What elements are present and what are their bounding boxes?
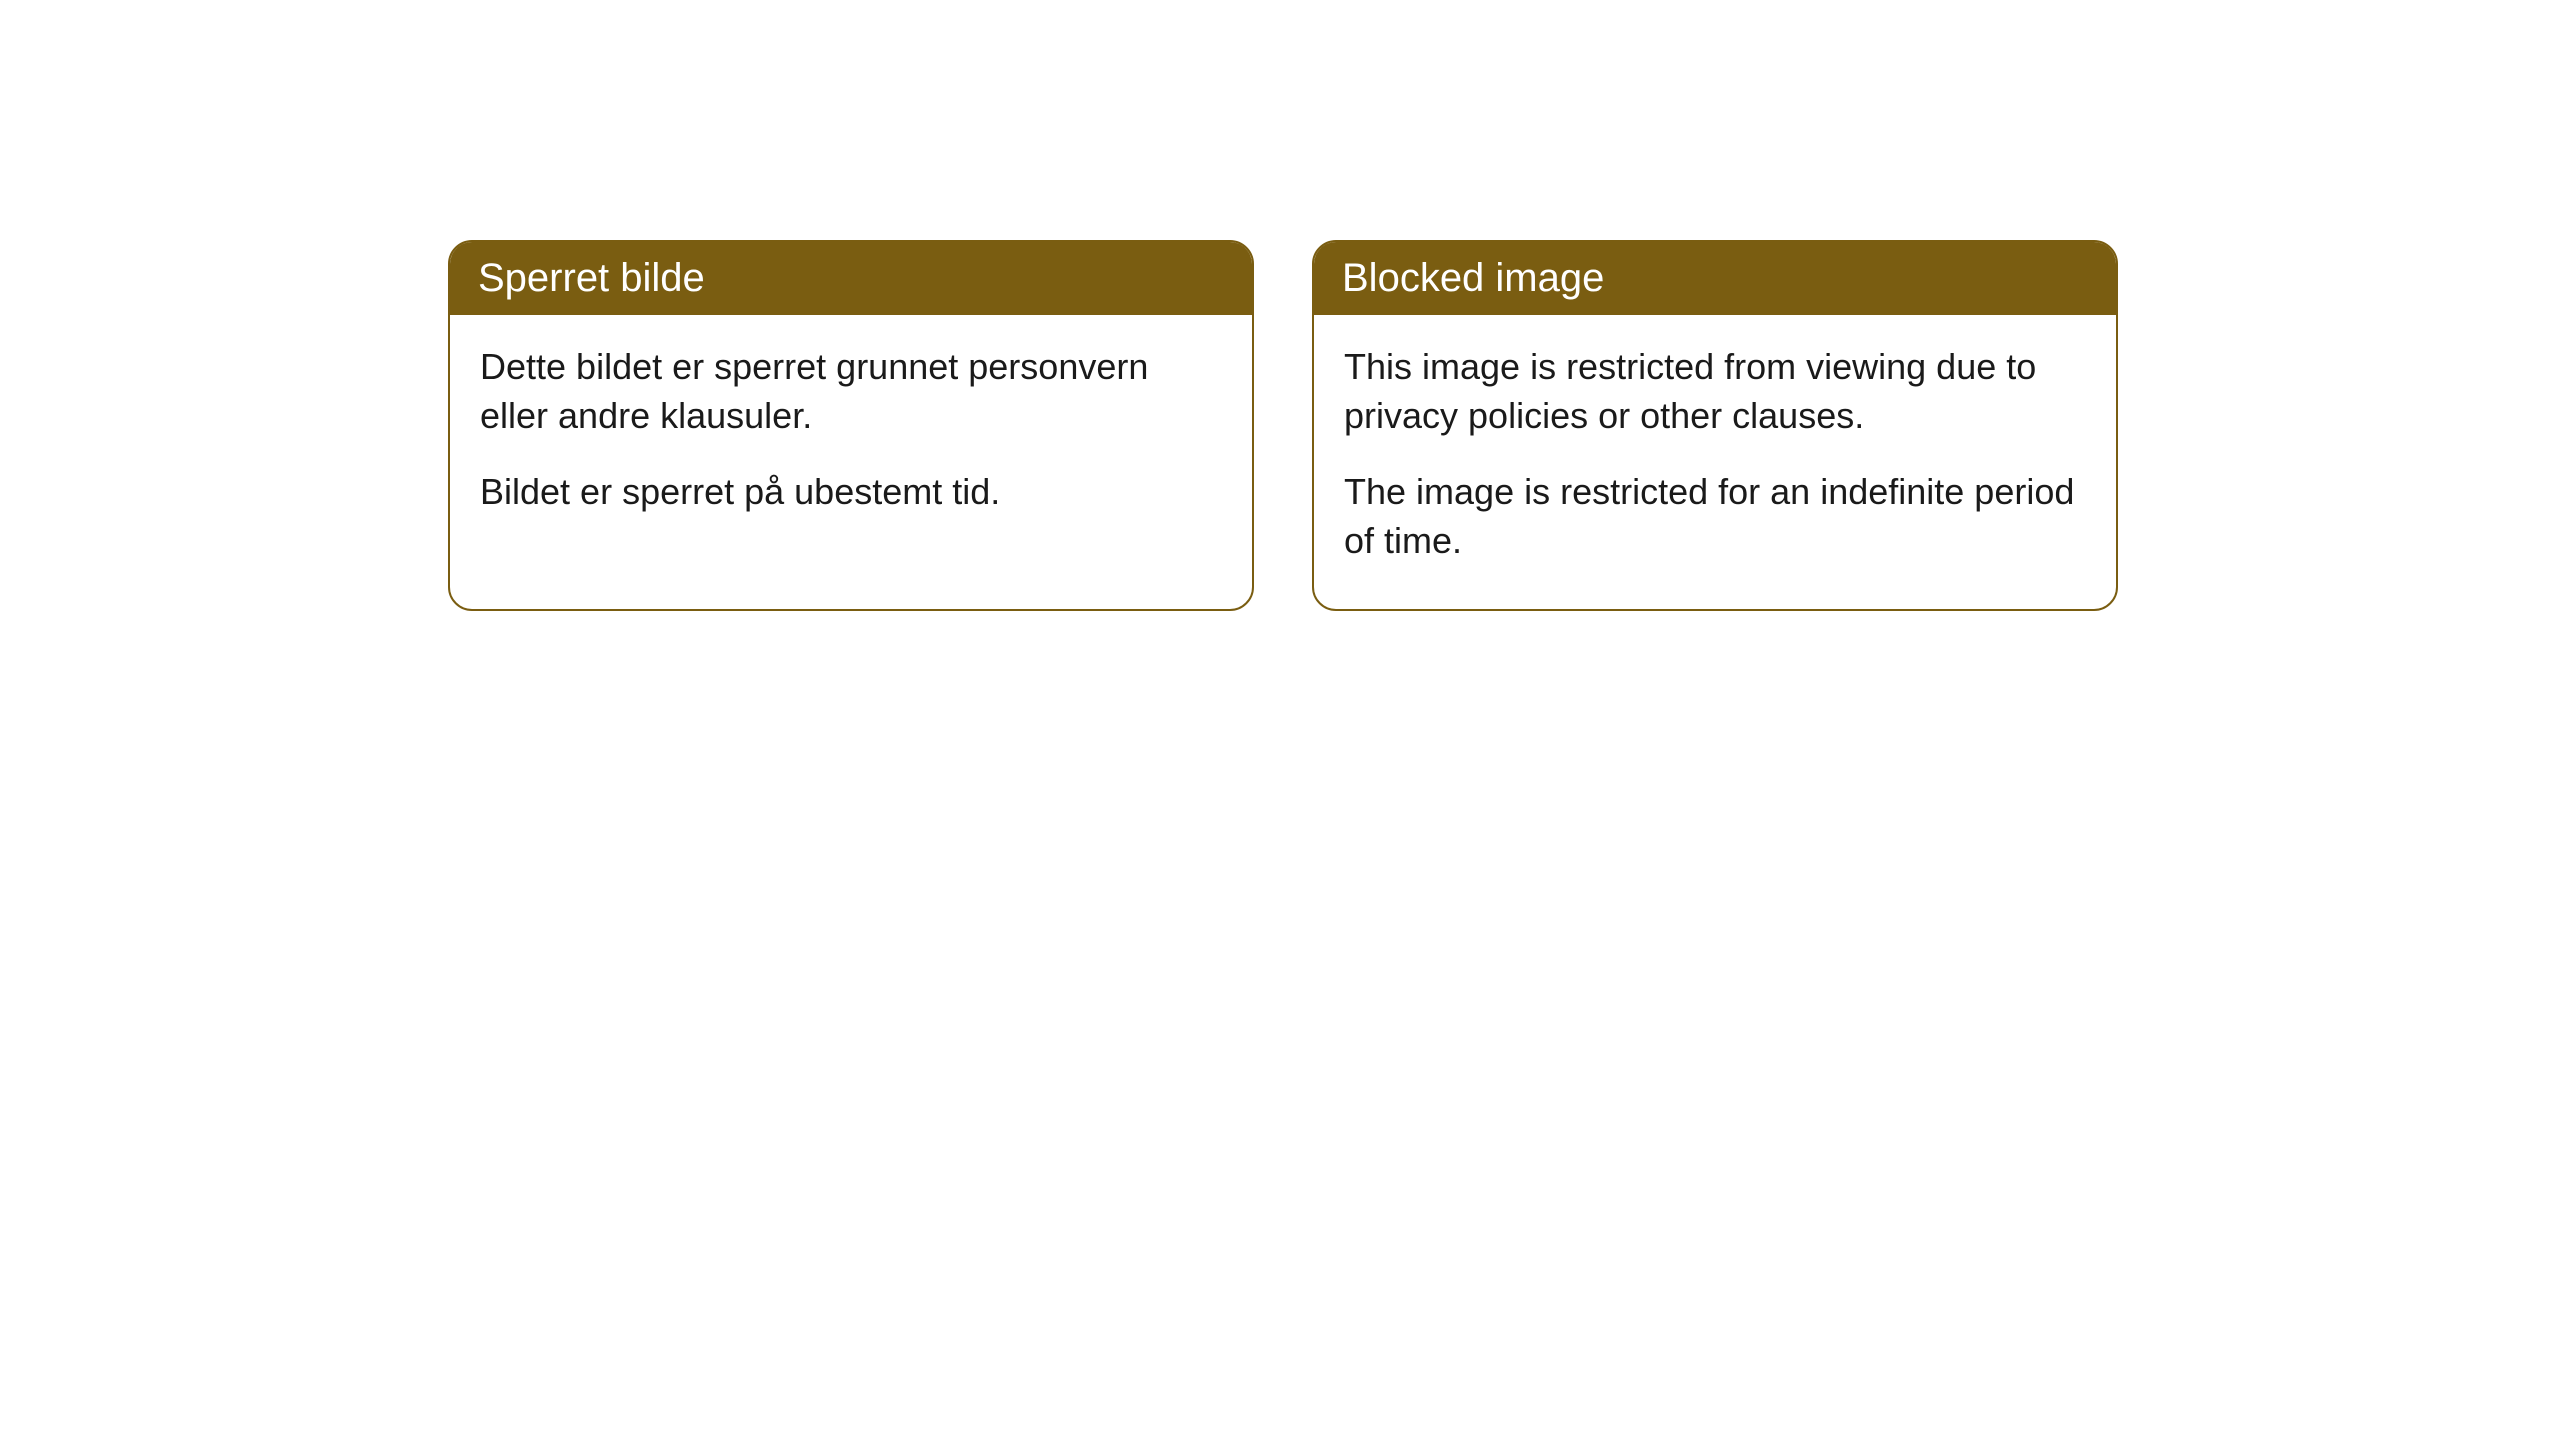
card-body-line1-no: Dette bildet er sperret grunnet personve… [480, 343, 1222, 440]
card-header-en: Blocked image [1314, 242, 2116, 315]
blocked-image-card-no: Sperret bilde Dette bildet er sperret gr… [448, 240, 1254, 611]
card-body-line1-en: This image is restricted from viewing du… [1344, 343, 2086, 440]
card-body-en: This image is restricted from viewing du… [1314, 315, 2116, 609]
card-body-line2-en: The image is restricted for an indefinit… [1344, 468, 2086, 565]
notice-cards-container: Sperret bilde Dette bildet er sperret gr… [448, 240, 2560, 611]
card-body-no: Dette bildet er sperret grunnet personve… [450, 315, 1252, 561]
blocked-image-card-en: Blocked image This image is restricted f… [1312, 240, 2118, 611]
card-body-line2-no: Bildet er sperret på ubestemt tid. [480, 468, 1222, 517]
card-header-no: Sperret bilde [450, 242, 1252, 315]
